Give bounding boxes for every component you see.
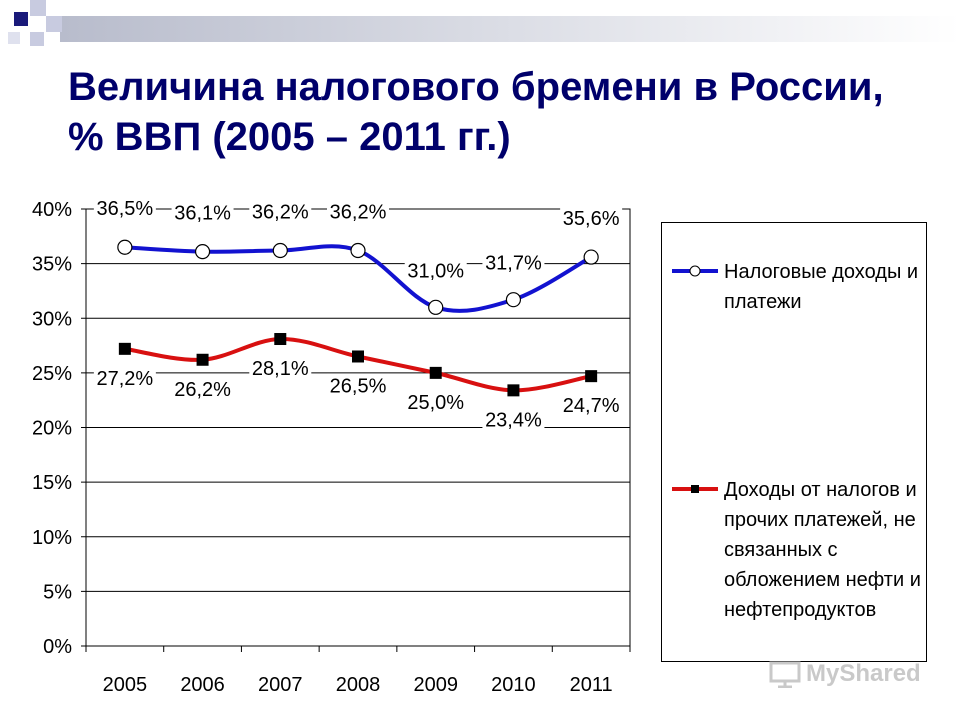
data-point-square — [429, 366, 442, 379]
presentation-icon — [769, 661, 801, 688]
legend-line: связанных с — [724, 539, 838, 561]
data-label: 36,2% — [330, 202, 387, 224]
data-label: 35,6% — [563, 208, 620, 230]
chart-legend: Налоговые доходы и платежи Доходы от нал… — [661, 222, 927, 662]
data-label-bg — [482, 250, 545, 276]
data-label-bg — [171, 376, 234, 402]
data-point-circle — [428, 299, 444, 315]
y-tick-label: 5% — [43, 581, 72, 603]
legend-line: Налоговые доходы и — [724, 261, 919, 283]
legend-line: прочих платежей, не — [724, 509, 916, 531]
x-tick-label: 2006 — [180, 674, 225, 696]
legend-line: платежи — [724, 291, 802, 313]
line-chart: 0% 5% 10% 15% 20% 25% 30% 35% 40% 2005 2006 2007 200… — [32, 196, 631, 696]
data-label-bg — [404, 389, 467, 415]
data-point-circle — [350, 242, 366, 259]
legend-entry-non-oil-revenue: Доходы от налогов и прочих платежей, не … — [670, 475, 924, 625]
data-point-circle — [505, 292, 522, 308]
data-point-circle — [117, 239, 133, 255]
y-tick-label: 0% — [43, 636, 72, 658]
data-label: 31,7% — [485, 253, 542, 275]
slide-title: Величина налогового бремени в России, % … — [68, 65, 884, 159]
data-label: 25,0% — [407, 392, 464, 414]
legend-marker-blue-circle — [672, 265, 718, 277]
data-label-bg — [249, 356, 312, 382]
y-tick-label: 10% — [32, 527, 72, 549]
data-label: 36,5% — [96, 198, 153, 220]
watermark-text: MyShared — [806, 660, 921, 687]
data-label: 36,1% — [174, 203, 231, 225]
data-point-circle — [272, 242, 288, 259]
data-label: 36,2% — [252, 202, 309, 224]
data-label-bg — [482, 407, 545, 433]
legend-line: обложением нефти и — [724, 569, 921, 591]
data-label: 26,2% — [174, 379, 231, 401]
data-point-circle — [194, 244, 211, 260]
y-tick-label: 30% — [32, 308, 72, 330]
legend-line: нефтепродуктов — [724, 599, 877, 621]
data-label: 24,7% — [563, 395, 620, 417]
y-tick-label: 35% — [32, 254, 72, 276]
legend-line: Доходы от налогов и — [724, 479, 917, 501]
y-tick-label: 20% — [32, 418, 72, 440]
data-label-bg — [560, 393, 623, 419]
x-tick-label: 2009 — [413, 674, 458, 696]
data-label-bg — [249, 199, 312, 225]
data-point-circle — [583, 249, 599, 265]
data-point-square — [118, 342, 131, 355]
x-tick-label: 2011 — [570, 674, 613, 696]
data-label-bg — [93, 365, 156, 391]
legend-label-tax-revenue: Налоговые доходы и платежи — [724, 257, 930, 317]
data-label: 23,4% — [485, 409, 542, 431]
data-label-bg — [171, 200, 234, 226]
legend-label-non-oil-revenue: Доходы от налогов и прочих платежей, не … — [724, 475, 930, 625]
data-point-square — [196, 353, 209, 366]
y-tick-label: 40% — [32, 199, 72, 221]
data-label-bg — [327, 373, 389, 399]
y-tick-label: 25% — [32, 363, 72, 385]
y-tick-label: 15% — [32, 472, 72, 494]
data-label-bg — [93, 196, 156, 222]
data-point-square — [585, 370, 598, 383]
x-tick-label: 2005 — [103, 674, 148, 696]
data-point-square — [352, 350, 364, 363]
header-decoration — [8, 0, 960, 46]
data-point-square — [507, 384, 520, 397]
data-point-square — [274, 333, 287, 346]
x-tick-label: 2007 — [258, 674, 303, 696]
data-label-bg — [404, 258, 467, 284]
legend-marker-red-square — [672, 485, 718, 493]
legend-entry-tax-revenue: Налоговые доходы и платежи — [670, 257, 924, 317]
data-label: 27,2% — [96, 368, 153, 390]
data-label: 31,0% — [407, 260, 464, 282]
data-label: 28,1% — [252, 358, 309, 380]
data-label-bg — [327, 199, 389, 225]
data-label-bg — [560, 206, 623, 232]
x-tick-label: 2010 — [491, 674, 536, 696]
data-label: 26,5% — [330, 375, 387, 397]
x-tick-label: 2008 — [336, 674, 381, 696]
